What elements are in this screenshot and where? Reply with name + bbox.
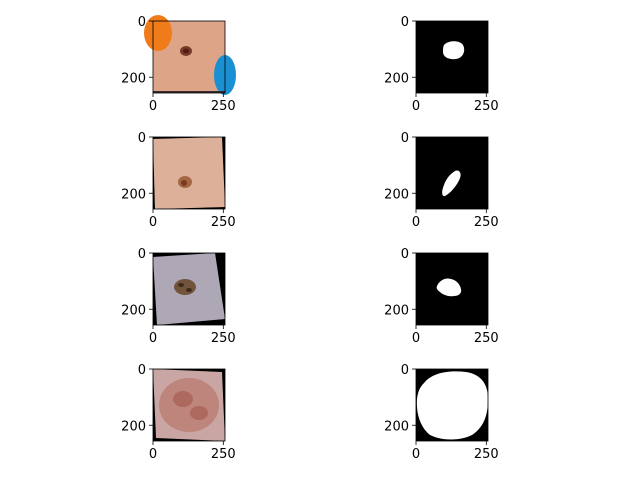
mask-3-ytick-label-0: 0 [401, 247, 409, 262]
image-3-ytick-label-1: 200 [121, 303, 146, 318]
image-3-ytick-label-0: 0 [138, 247, 146, 262]
image-panel-1 [144, 15, 236, 95]
mask-3-ytick-label-1: 200 [384, 303, 409, 318]
mask-panel-2 [416, 137, 488, 209]
mask-2-ytick-label-1: 200 [384, 187, 409, 202]
image-4-ytick-label-1: 200 [121, 419, 146, 434]
orange-sticker [144, 15, 172, 51]
mask-panel-3 [416, 253, 488, 325]
mask-2-xtick-label-1: 250 [474, 215, 499, 230]
image-2-frame [152, 136, 226, 210]
image-panel-3 [153, 253, 225, 325]
mask-region [443, 41, 465, 60]
mask-region [416, 371, 488, 440]
mask-3-xtick-label-1: 250 [474, 331, 499, 346]
mask-4-xtick-label-1: 250 [474, 447, 499, 462]
image-1-ytick-label-0: 0 [138, 15, 146, 30]
image-4-ytick-label-0: 0 [138, 363, 146, 378]
mask-1-xtick-label-1: 250 [474, 99, 499, 114]
mask-1-ytick-label-0: 0 [401, 15, 409, 30]
image-2-xtick-label-1: 250 [211, 215, 236, 230]
mask-1-ytick-label-1: 200 [384, 71, 409, 86]
mask-2-xtick-label-0: 0 [412, 215, 420, 230]
mask-4-ytick-label-0: 0 [401, 363, 409, 378]
mask-1-frame [415, 20, 489, 94]
image-4-frame [152, 368, 226, 442]
image-panel-2 [153, 137, 225, 209]
image-3-xtick-label-1: 250 [211, 331, 236, 346]
mask-4-xtick-label-0: 0 [412, 447, 420, 462]
image-3-xtick-label-0: 0 [149, 331, 157, 346]
mask-region [436, 278, 462, 297]
image-1-xtick-label-0: 0 [149, 99, 157, 114]
image-2-ytick-label-1: 200 [121, 187, 146, 202]
image-panel-4 [153, 369, 225, 441]
mask-3-xtick-label-0: 0 [412, 331, 420, 346]
image-1-frame [152, 20, 226, 94]
mask-2-frame [415, 136, 489, 210]
image-4-xtick-label-1: 250 [211, 447, 236, 462]
mask-2-ytick-label-0: 0 [401, 131, 409, 146]
mask-1-xtick-label-0: 0 [412, 99, 420, 114]
image-2-ytick-label-0: 0 [138, 131, 146, 146]
mask-panel-1 [416, 21, 488, 93]
image-1-xtick-label-1: 250 [211, 99, 236, 114]
image-4-xtick-label-0: 0 [149, 447, 157, 462]
mask-4-frame [415, 368, 489, 442]
mask-3-frame [415, 252, 489, 326]
mask-panel-4 [416, 369, 488, 441]
mask-region [442, 170, 461, 197]
image-3-frame [152, 252, 226, 326]
mask-4-ytick-label-1: 200 [384, 419, 409, 434]
image-2-xtick-label-0: 0 [149, 215, 157, 230]
image-1-ytick-label-1: 200 [121, 71, 146, 86]
